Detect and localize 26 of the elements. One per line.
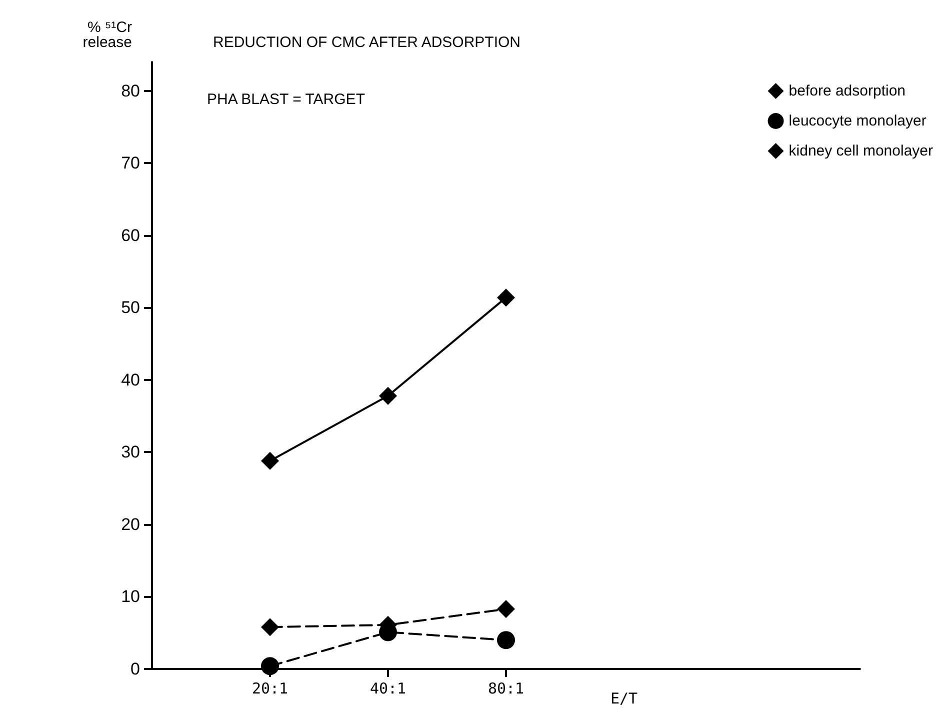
point (497, 631, 515, 650)
y-tick-label: 30 (121, 442, 140, 462)
legend-label: before adsorption (788, 82, 906, 100)
legend-label: leucocyte monolayer (788, 112, 926, 130)
y-tick-label: 0 (130, 660, 140, 678)
annotation: PHA BLAST = TARGET (207, 91, 365, 108)
point (261, 657, 279, 676)
point (379, 386, 397, 405)
x-axis-title: E/T (610, 690, 638, 708)
y-tick-label: 70 (121, 154, 140, 173)
point (261, 452, 279, 470)
y-tick-label: 50 (121, 298, 140, 318)
legend-label: kidney cell monolayer (788, 142, 934, 160)
point (261, 618, 279, 636)
y-tick-label: 40 (121, 370, 140, 390)
y-tick-label: 80 (121, 81, 140, 100)
chart-title: REDUCTION OF CMC AFTER ADSORPTION (213, 34, 521, 51)
y-tick-label: 60 (121, 226, 140, 245)
y-tick-label: 10 (121, 587, 140, 606)
point (497, 600, 515, 618)
x-tick-label: 40:1 (370, 680, 406, 698)
point (497, 288, 515, 307)
x-tick-label: 20:1 (252, 680, 288, 698)
y-tick-label: 20 (121, 514, 140, 534)
y-axis-title: % ⁵¹Cr release (82, 19, 132, 51)
x-tick-label: 80:1 (488, 680, 524, 698)
